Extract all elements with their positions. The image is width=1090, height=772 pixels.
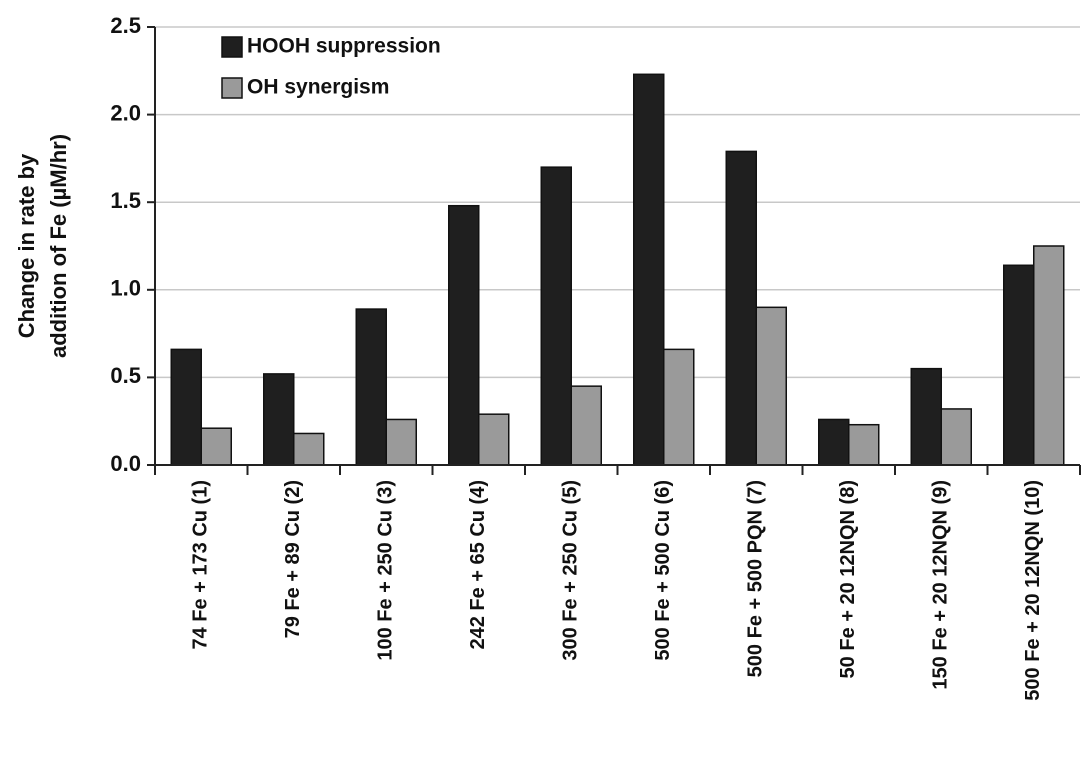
bar [663, 348, 695, 466]
bar [633, 73, 665, 466]
bar [1003, 264, 1035, 466]
x-tick-label: 100 Fe + 250 Cu (3) [375, 480, 397, 661]
x-tick-label: 50 Fe + 20 12NQN (8) [837, 480, 859, 678]
bar [540, 166, 572, 466]
bar [818, 418, 850, 466]
bar [940, 408, 972, 466]
bar [910, 367, 942, 466]
bar [385, 418, 417, 466]
x-tick-label: 79 Fe + 89 Cu (2) [282, 480, 304, 638]
bar [293, 432, 325, 466]
legend-swatch [221, 36, 243, 58]
bar [448, 204, 480, 466]
x-tick-label: 74 Fe + 173 Cu (1) [190, 480, 212, 650]
bar [1033, 245, 1065, 466]
legend-swatch [221, 77, 243, 99]
x-tick-label: 500 Fe + 500 Cu (6) [652, 480, 674, 661]
y-tick-label: 0.0 [110, 451, 141, 476]
x-tick-label: 150 Fe + 20 12NQN (9) [930, 480, 952, 690]
bar [725, 150, 757, 466]
bar [755, 306, 787, 466]
x-tick-label: 500 Fe + 20 12NQN (10) [1022, 480, 1044, 701]
y-tick-label: 1.0 [110, 276, 141, 301]
bar [570, 385, 602, 466]
bar [848, 423, 880, 466]
y-tick-label: 2.0 [110, 100, 141, 125]
y-tick-label: 1.5 [110, 188, 141, 213]
y-axis-label: addition of Fe (µM/hr) [46, 134, 71, 358]
legend-label: OH synergism [247, 76, 389, 99]
bar [478, 413, 510, 466]
x-tick-label: 300 Fe + 250 Cu (5) [560, 480, 582, 661]
bar [200, 427, 232, 466]
y-tick-label: 2.5 [110, 13, 141, 38]
bar [355, 308, 387, 466]
y-tick-label: 0.5 [110, 363, 141, 388]
bar [170, 348, 202, 466]
bar [263, 373, 295, 466]
x-tick-label: 242 Fe + 65 Cu (4) [467, 480, 489, 650]
legend-label: HOOH suppression [247, 35, 441, 58]
x-tick-label: 500 Fe + 500 PQN (7) [745, 480, 767, 677]
y-axis-label: Change in rate by [14, 153, 39, 338]
